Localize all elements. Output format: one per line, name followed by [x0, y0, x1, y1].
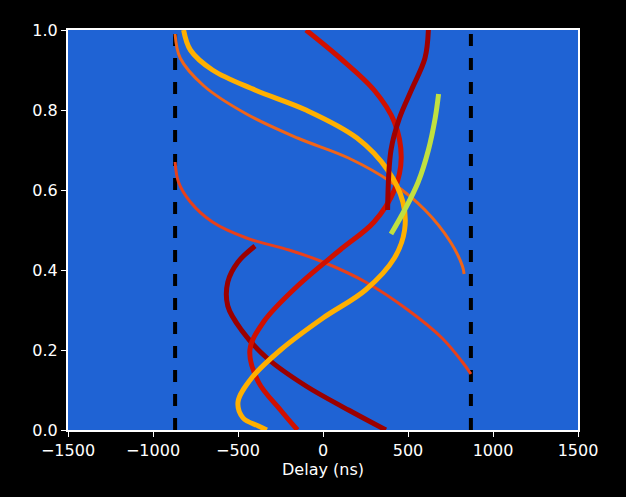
svg-text:Delay (ns): Delay (ns)	[282, 460, 364, 479]
svg-text:0.0: 0.0	[32, 421, 57, 440]
svg-text:1.0: 1.0	[32, 21, 57, 40]
svg-text:0: 0	[318, 441, 328, 460]
svg-text:0.4: 0.4	[32, 261, 57, 280]
svg-text:0.2: 0.2	[32, 341, 57, 360]
svg-text:0.6: 0.6	[32, 181, 57, 200]
svg-text:−1500: −1500	[41, 441, 95, 460]
svg-text:−1000: −1000	[126, 441, 180, 460]
svg-text:−500: −500	[216, 441, 260, 460]
svg-text:500: 500	[393, 441, 424, 460]
svg-text:1500: 1500	[558, 441, 599, 460]
svg-text:1000: 1000	[473, 441, 514, 460]
svg-text:0.8: 0.8	[32, 101, 57, 120]
